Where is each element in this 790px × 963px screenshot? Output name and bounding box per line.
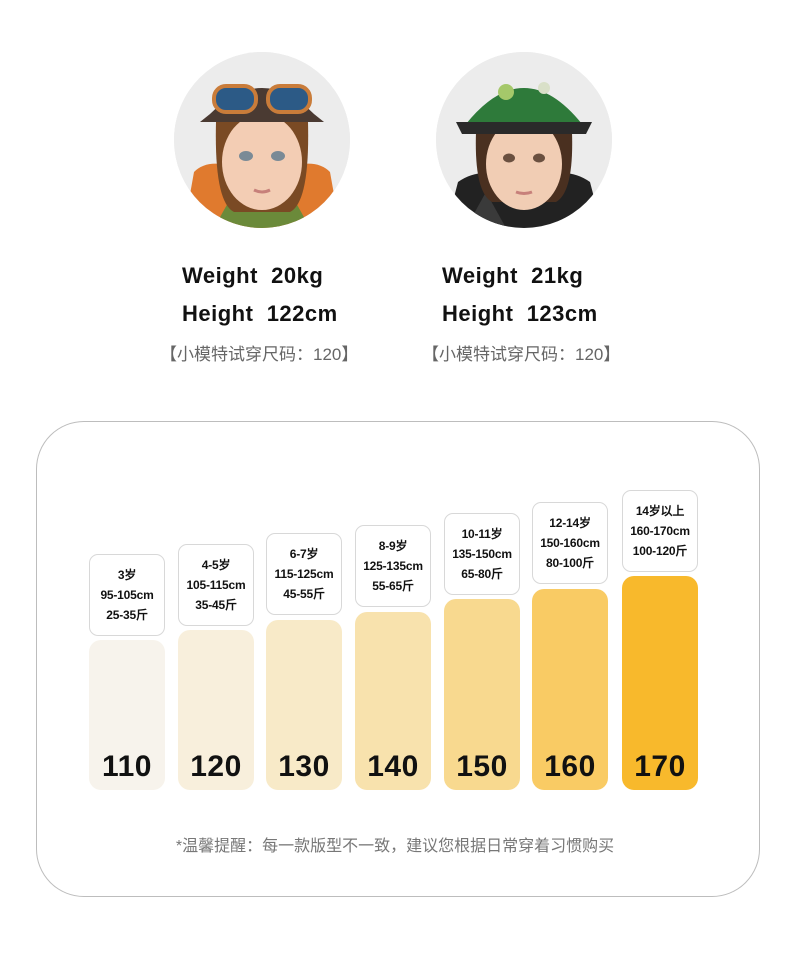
size-number: 120 <box>190 750 242 783</box>
boy-model-photo-icon <box>436 52 612 228</box>
size-bar <box>532 589 608 790</box>
size-bar <box>444 599 520 790</box>
size-weight-range: 65-80斤 <box>461 567 503 581</box>
size-number: 130 <box>278 750 330 783</box>
tried-size-note: 【小模特试穿尺码：120】 <box>422 345 621 364</box>
size-info-card: 14岁以上 160-170cm 100-120斤 <box>622 490 698 572</box>
size-number: 160 <box>544 750 596 783</box>
size-age: 8-9岁 <box>378 539 408 553</box>
size-bar <box>89 640 165 790</box>
size-bar <box>178 630 254 790</box>
size-info-card: 8-9岁 125-135cm 55-65斤 <box>355 525 431 607</box>
size-weight-range: 100-120斤 <box>632 544 688 558</box>
size-bar <box>266 620 342 790</box>
size-height-range: 125-135cm <box>363 559 423 573</box>
size-number: 140 <box>367 750 419 783</box>
size-height-range: 150-160cm <box>540 536 600 550</box>
size-weight-range: 35-45斤 <box>195 598 237 612</box>
size-bar <box>622 576 698 790</box>
size-info-card: 12-14岁 150-160cm 80-100斤 <box>532 502 608 584</box>
size-weight-range: 55-65斤 <box>372 579 414 593</box>
height-stat: Height 123cm <box>442 301 598 326</box>
size-weight-range: 25-35斤 <box>106 608 148 622</box>
size-bar <box>355 612 431 790</box>
size-age: 14岁以上 <box>635 504 685 518</box>
size-weight-range: 45-55斤 <box>283 587 325 601</box>
weight-stat: Weight 21kg <box>442 263 584 288</box>
size-weight-range: 80-100斤 <box>546 556 594 570</box>
size-age: 10-11岁 <box>461 527 503 541</box>
girl-model-photo-icon <box>174 52 350 228</box>
size-age: 3岁 <box>117 568 137 582</box>
sizing-tip: *温馨提醒：每一款版型不一致，建议您根据日常穿着习惯购买 <box>175 838 615 855</box>
size-height-range: 105-115cm <box>186 578 246 592</box>
size-number: 150 <box>456 750 508 783</box>
size-info-card: 10-11岁 135-150cm 65-80斤 <box>444 513 520 595</box>
size-number: 110 <box>102 750 152 783</box>
weight-stat: Weight 20kg <box>182 263 324 288</box>
height-stat: Height 122cm <box>182 301 338 326</box>
size-age: 6-7岁 <box>289 547 319 561</box>
size-age: 12-14岁 <box>549 516 591 530</box>
size-info-card: 6-7岁 115-125cm 45-55斤 <box>266 533 342 615</box>
size-number: 170 <box>634 750 686 783</box>
size-age: 4-5岁 <box>201 558 231 572</box>
size-height-range: 95-105cm <box>100 588 154 602</box>
size-height-range: 135-150cm <box>452 547 512 561</box>
size-info-card: 3岁 95-105cm 25-35斤 <box>89 554 165 636</box>
tried-size-note: 【小模特试穿尺码：120】 <box>160 345 359 364</box>
size-height-range: 160-170cm <box>630 524 690 538</box>
size-info-card: 4-5岁 105-115cm 35-45斤 <box>178 544 254 626</box>
size-height-range: 115-125cm <box>274 567 334 581</box>
